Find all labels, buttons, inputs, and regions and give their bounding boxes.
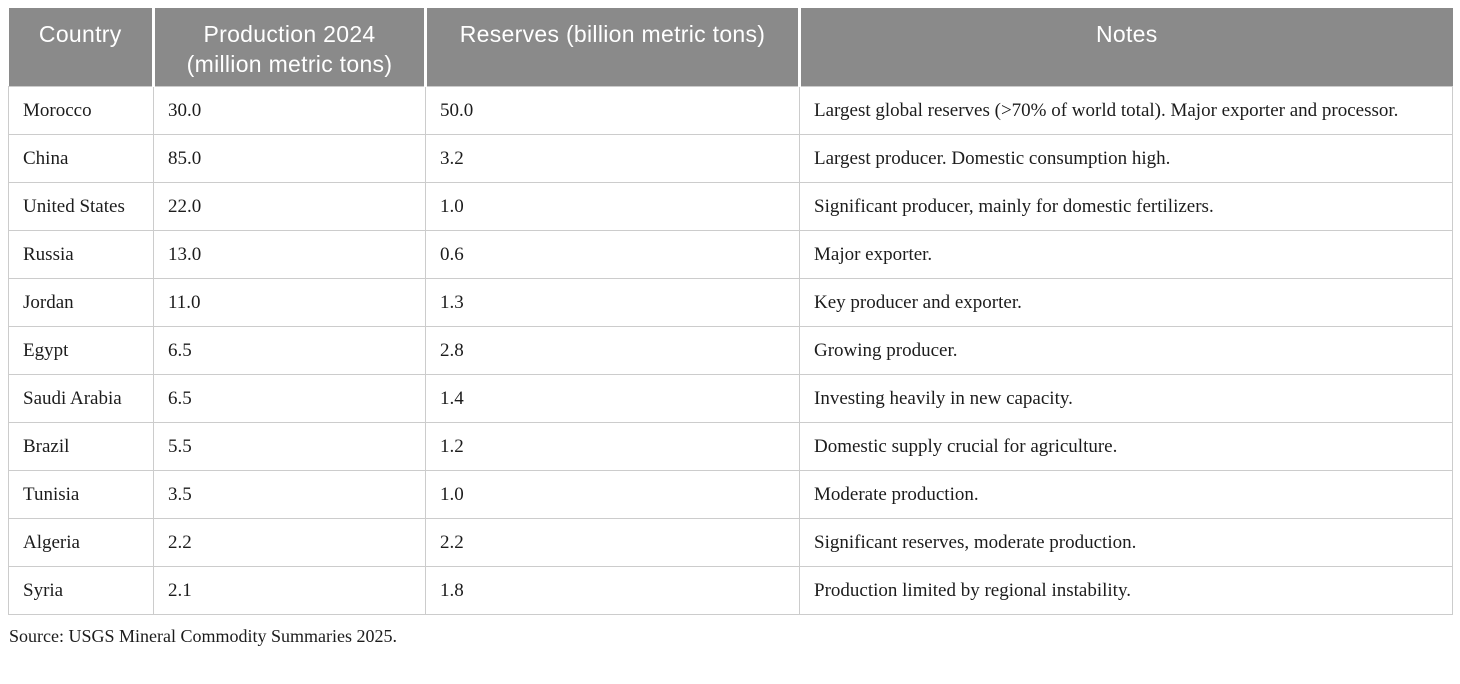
cell-country: Brazil <box>8 421 154 471</box>
table-row: Algeria 2.2 2.2 Significant reserves, mo… <box>8 517 1453 567</box>
cell-country: Algeria <box>8 517 154 567</box>
cell-reserves: 3.2 <box>425 133 800 183</box>
cell-reserves: 1.0 <box>425 469 800 519</box>
table-row: Russia 13.0 0.6 Major exporter. <box>8 229 1453 279</box>
cell-production: 2.2 <box>153 517 426 567</box>
cell-notes: Investing heavily in new capacity. <box>799 373 1453 423</box>
cell-notes: Growing producer. <box>799 325 1453 375</box>
cell-country: Saudi Arabia <box>8 373 154 423</box>
cell-reserves: 1.0 <box>425 181 800 231</box>
cell-notes: Significant producer, mainly for domesti… <box>799 181 1453 231</box>
header-notes: Notes <box>799 8 1453 86</box>
cell-reserves: 1.8 <box>425 565 800 615</box>
cell-production: 13.0 <box>153 229 426 279</box>
cell-notes: Major exporter. <box>799 229 1453 279</box>
cell-production: 6.5 <box>153 325 426 375</box>
cell-notes: Largest global reserves (>70% of world t… <box>799 85 1453 135</box>
cell-production: 30.0 <box>153 85 426 135</box>
table-row: Jordan 11.0 1.3 Key producer and exporte… <box>8 277 1453 327</box>
cell-notes: Production limited by regional instabili… <box>799 565 1453 615</box>
cell-production: 85.0 <box>153 133 426 183</box>
cell-production: 2.1 <box>153 565 426 615</box>
cell-country: Russia <box>8 229 154 279</box>
cell-country: China <box>8 133 154 183</box>
cell-reserves: 2.8 <box>425 325 800 375</box>
phosphate-table: Country Production 2024 (million metric … <box>8 8 1453 615</box>
cell-notes: Largest producer. Domestic consumption h… <box>799 133 1453 183</box>
table-row: China 85.0 3.2 Largest producer. Domesti… <box>8 133 1453 183</box>
table-row: Syria 2.1 1.8 Production limited by regi… <box>8 565 1453 615</box>
cell-production: 6.5 <box>153 373 426 423</box>
cell-reserves: 50.0 <box>425 85 800 135</box>
table-row: Saudi Arabia 6.5 1.4 Investing heavily i… <box>8 373 1453 423</box>
table-row: Brazil 5.5 1.2 Domestic supply crucial f… <box>8 421 1453 471</box>
cell-notes: Moderate production. <box>799 469 1453 519</box>
cell-country: United States <box>8 181 154 231</box>
header-row: Country Production 2024 (million metric … <box>8 8 1453 86</box>
cell-country: Morocco <box>8 85 154 135</box>
cell-reserves: 2.2 <box>425 517 800 567</box>
cell-reserves: 1.4 <box>425 373 800 423</box>
table-row: United States 22.0 1.0 Significant produ… <box>8 181 1453 231</box>
cell-production: 5.5 <box>153 421 426 471</box>
cell-reserves: 1.2 <box>425 421 800 471</box>
table-body: Morocco 30.0 50.0 Largest global reserve… <box>8 85 1453 615</box>
cell-country: Tunisia <box>8 469 154 519</box>
cell-production: 11.0 <box>153 277 426 327</box>
cell-country: Jordan <box>8 277 154 327</box>
cell-reserves: 1.3 <box>425 277 800 327</box>
header-reserves: Reserves (billion metric tons) <box>425 8 801 86</box>
cell-notes: Domestic supply crucial for agriculture. <box>799 421 1453 471</box>
cell-production: 22.0 <box>153 181 426 231</box>
cell-reserves: 0.6 <box>425 229 800 279</box>
cell-country: Egypt <box>8 325 154 375</box>
page: Country Production 2024 (million metric … <box>8 8 1453 646</box>
table-row: Egypt 6.5 2.8 Growing producer. <box>8 325 1453 375</box>
table-header: Country Production 2024 (million metric … <box>8 8 1453 86</box>
cell-production: 3.5 <box>153 469 426 519</box>
source-note: Source: USGS Mineral Commodity Summaries… <box>9 625 397 646</box>
table-row: Morocco 30.0 50.0 Largest global reserve… <box>8 85 1453 135</box>
cell-country: Syria <box>8 565 154 615</box>
header-production: Production 2024 (million metric tons) <box>153 8 427 86</box>
cell-notes: Significant reserves, moderate productio… <box>799 517 1453 567</box>
cell-notes: Key producer and exporter. <box>799 277 1453 327</box>
table-row: Tunisia 3.5 1.0 Moderate production. <box>8 469 1453 519</box>
header-country: Country <box>8 8 155 86</box>
